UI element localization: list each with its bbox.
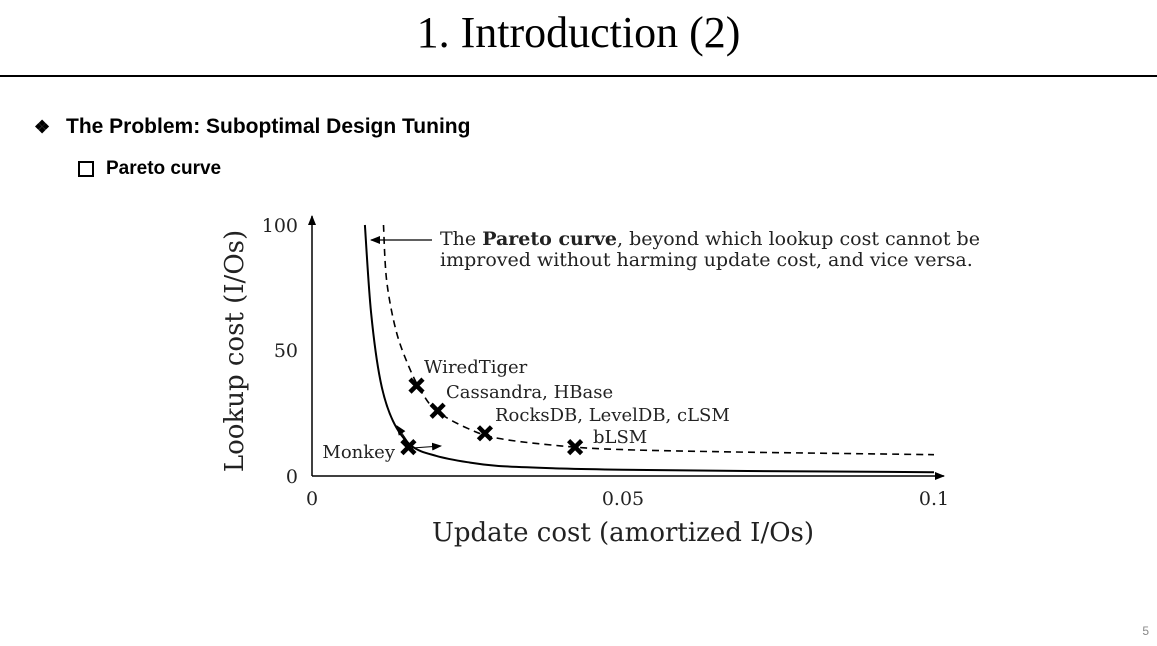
pareto-annotation-line2: improved without harming update cost, an…	[440, 249, 973, 271]
data-point-marker	[429, 402, 446, 419]
bullet-level-1-text: The Problem: Suboptimal Design Tuning	[66, 115, 471, 138]
series-line-solid	[363, 224, 935, 474]
bullet-level-1: ❖ The Problem: Suboptimal Design Tuning	[34, 115, 470, 139]
bullet-level-2-text: Pareto curve	[106, 158, 222, 179]
data-point-marker	[400, 439, 417, 456]
title-divider	[0, 75, 1157, 77]
monkey-arrow-right	[411, 442, 442, 451]
page-number: 5	[1142, 624, 1149, 638]
point-label: Monkey	[322, 442, 395, 463]
point-label: WiredTiger	[424, 357, 528, 378]
diamond-bullet-icon: ❖	[34, 116, 51, 137]
bullet-level-2: Pareto curve	[78, 158, 221, 180]
checkbox-bullet-icon	[78, 161, 94, 177]
y-tick-label: 50	[274, 340, 298, 362]
data-point-marker	[408, 377, 425, 394]
point-label: bLSM	[593, 427, 647, 448]
x-tick-label: 0.1	[919, 488, 949, 510]
data-point-marker	[476, 425, 494, 442]
marker-layer	[400, 377, 584, 456]
y-tick-label: 100	[262, 215, 298, 237]
slide-title: 1. Introduction (2)	[416, 8, 741, 57]
y-axis-label: Lookup cost (I/Os)	[220, 230, 250, 472]
y-tick-label: 0	[286, 466, 298, 488]
point-label: RocksDB, LevelDB, cLSM	[495, 405, 730, 426]
pareto-annotation-line1: The Pareto curve, beyond which lookup co…	[440, 228, 980, 250]
x-axis-label: Update cost (amortized I/Os)	[432, 518, 814, 548]
series-layer	[363, 224, 935, 474]
x-tick-label: 0.05	[602, 488, 644, 510]
series-line-dashed	[382, 224, 935, 456]
data-point-marker	[567, 439, 584, 456]
x-tick-label: 0	[306, 488, 318, 510]
point-label: Cassandra, HBase	[446, 382, 613, 403]
